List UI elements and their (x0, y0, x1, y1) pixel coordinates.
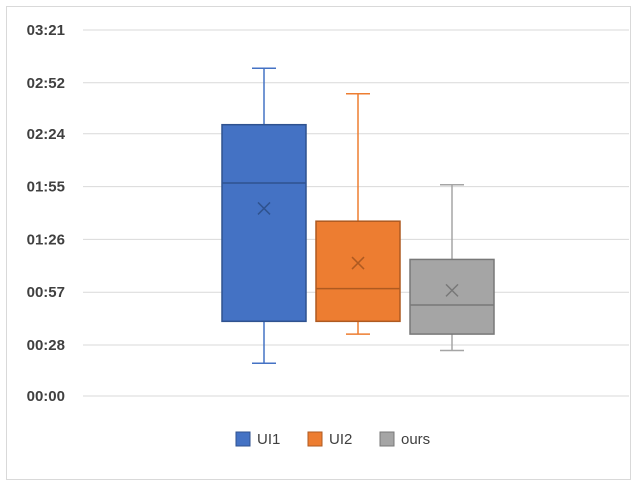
box-ours (409, 184, 495, 352)
y-tick-label: 03:21 (27, 22, 65, 39)
box-ui1 (221, 67, 307, 364)
gridlines (83, 29, 629, 397)
box-iqr (315, 220, 401, 323)
legend-swatch (235, 431, 251, 447)
legend-item-ui1: UI1 (235, 431, 280, 448)
box-series (221, 67, 495, 364)
y-tick-label: 02:52 (27, 75, 65, 92)
y-tick-label: 01:26 (27, 231, 65, 248)
box-iqr (409, 258, 495, 335)
mean-marker (351, 256, 365, 270)
mean-marker (257, 201, 271, 215)
y-tick-label: 02:24 (27, 126, 66, 143)
chart-area: 00:00 00:28 00:57 01:26 01:55 02:24 02:52 03:21… (6, 6, 631, 480)
legend-item-ui2: UI2 (307, 431, 352, 448)
box-plot-chart: 00:00 00:28 00:57 01:26 01:55 02:24 02:52 03:21… (27, 22, 629, 448)
legend-swatch (307, 431, 323, 447)
mean-marker-stroke (351, 256, 365, 270)
legend-label: UI1 (257, 431, 280, 448)
legend-label: UI2 (329, 431, 352, 448)
y-axis-tick-labels: 00:00 00:28 00:57 01:26 01:55 02:24 02:52 03:21 (27, 22, 66, 405)
legend: UI1 UI2 ours (235, 431, 430, 448)
y-tick-label: 01:55 (27, 179, 65, 196)
box-iqr (221, 123, 307, 323)
mean-marker-stroke (445, 283, 459, 297)
y-tick-label: 00:28 (27, 337, 65, 354)
legend-label: ours (401, 431, 430, 448)
y-tick-label: 00:00 (27, 388, 65, 405)
box-ui2 (315, 92, 401, 335)
legend-item-ours: ours (379, 431, 430, 448)
mean-marker (445, 283, 459, 297)
mean-marker-stroke (257, 201, 271, 215)
legend-swatch (379, 431, 395, 447)
y-tick-label: 00:57 (27, 284, 65, 301)
